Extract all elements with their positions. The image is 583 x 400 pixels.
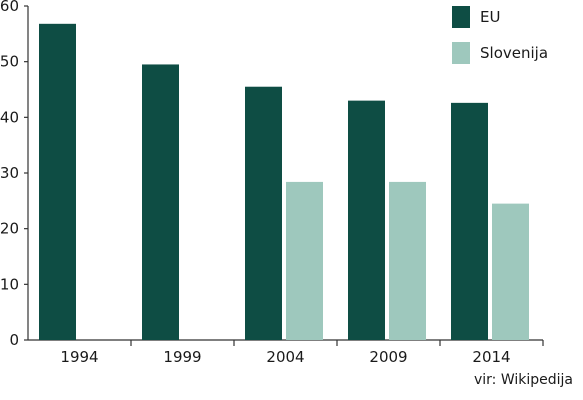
bar-eu-2009	[348, 100, 385, 340]
x-axis: 1994 1999 2004 2009 2014	[28, 339, 544, 366]
y-tick-label: 60	[0, 0, 19, 15]
x-tick-label: 1999	[163, 348, 201, 366]
bar-slovenija-2004	[286, 181, 323, 340]
bar-eu-1999	[142, 64, 179, 340]
y-tick-label: 30	[0, 164, 19, 182]
legend: EU Slovenija	[452, 6, 548, 64]
y-axis: 0 10 20 30 40 50 60	[0, 0, 29, 349]
source-note: vir: Wikipedija	[473, 372, 573, 388]
y-tick-label: 0	[9, 331, 19, 349]
bar-slovenija-2014	[492, 203, 529, 340]
legend-swatch-eu	[452, 6, 470, 28]
y-tick-label: 20	[0, 220, 19, 238]
y-tick-label: 10	[0, 275, 19, 293]
legend-swatch-slovenija	[452, 42, 470, 64]
y-tick-label: 40	[0, 108, 19, 126]
bars	[39, 23, 529, 341]
y-tick-label: 50	[0, 53, 19, 71]
x-tick-label: 2009	[369, 348, 407, 366]
bar-eu-2014	[451, 102, 488, 340]
x-tick-label: 2004	[266, 348, 304, 366]
bar-eu-1994	[39, 23, 76, 341]
legend-label-slovenija: Slovenija	[480, 44, 548, 62]
legend-label-eu: EU	[480, 8, 500, 26]
x-tick-label: 2014	[472, 348, 510, 366]
bar-slovenija-2009	[389, 181, 426, 340]
bar-eu-2004	[245, 86, 282, 340]
x-tick-label: 1994	[60, 348, 98, 366]
